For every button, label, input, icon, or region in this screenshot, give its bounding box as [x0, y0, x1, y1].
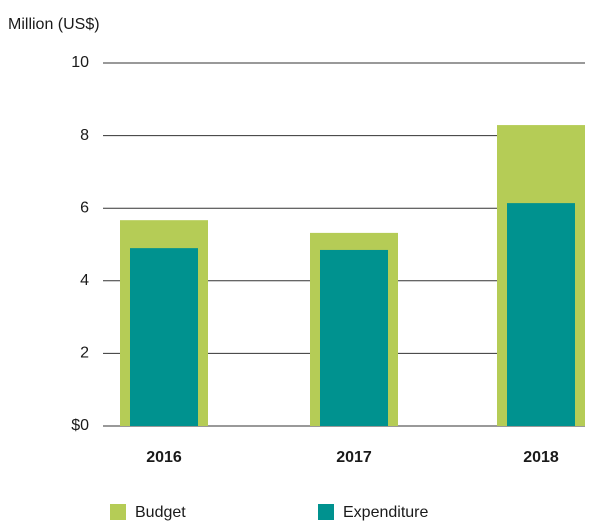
- legend-label: Budget: [135, 504, 186, 521]
- bar: [507, 203, 575, 426]
- y-tick-label: 4: [80, 272, 89, 289]
- y-tick-label: $0: [71, 417, 89, 434]
- y-tick-label: 10: [71, 54, 89, 71]
- y-tick-label: 8: [80, 127, 89, 144]
- x-tick-label: 2016: [146, 449, 182, 466]
- legend-swatch: [318, 504, 334, 520]
- legend-label: Expenditure: [343, 504, 428, 521]
- legend-swatch: [110, 504, 126, 520]
- bar: [130, 248, 198, 426]
- y-tick-label: 6: [80, 199, 89, 216]
- y-tick-label: 2: [80, 345, 89, 362]
- x-tick-label: 2018: [523, 449, 559, 466]
- bar: [320, 249, 388, 426]
- x-tick-label: 2017: [336, 449, 372, 466]
- y-axis-label: Million (US$): [8, 16, 100, 33]
